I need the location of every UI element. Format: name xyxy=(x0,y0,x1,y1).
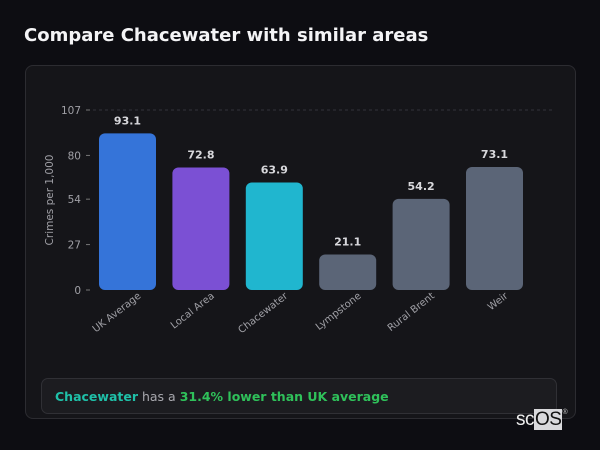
y-tick-label: 0 xyxy=(74,285,81,297)
y-tick-label: 27 xyxy=(68,240,81,252)
bar xyxy=(99,133,156,290)
x-tick-label: Rural Brent xyxy=(386,291,437,334)
x-tick-label: Local Area xyxy=(169,291,217,332)
bar xyxy=(172,167,230,290)
summary-comparison: 31.4% lower than UK average xyxy=(179,389,389,404)
bar-value-label: 21.1 xyxy=(334,236,361,249)
summary-middle: has a xyxy=(138,389,180,404)
bar xyxy=(392,198,450,290)
x-tick-label: Chacewater xyxy=(236,290,290,336)
bar xyxy=(319,254,377,290)
x-tick-label: UK Average xyxy=(91,291,144,335)
bar-value-label: 63.9 xyxy=(261,164,288,177)
bar-value-label: 72.8 xyxy=(187,149,214,162)
summary-box: Chacewater has a 31.4% lower than UK ave… xyxy=(41,378,557,414)
y-axis-label: Crimes per 1,000 xyxy=(44,155,56,246)
bar-value-label: 54.2 xyxy=(408,180,435,193)
scos-logo: scOS® xyxy=(516,409,568,430)
x-tick-label: Weir xyxy=(486,290,511,313)
y-tick-label: 54 xyxy=(68,194,82,206)
bar-value-label: 93.1 xyxy=(114,114,141,127)
page-title: Compare Chacewater with similar areas xyxy=(24,25,429,46)
y-tick-label: 80 xyxy=(68,150,81,162)
y-tick-label: 107 xyxy=(61,105,81,117)
summary-area: Chacewater xyxy=(55,389,138,404)
bar xyxy=(245,182,303,290)
bar-value-label: 73.1 xyxy=(481,148,508,161)
bar xyxy=(466,167,523,290)
x-tick-label: Lympstone xyxy=(314,291,364,333)
